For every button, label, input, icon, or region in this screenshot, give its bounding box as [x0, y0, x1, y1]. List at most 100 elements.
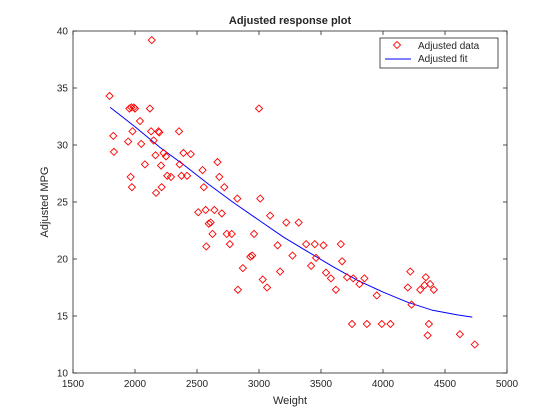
x-tick-label: 2000 [124, 379, 147, 390]
data-point [105, 91, 114, 101]
y-tick-label: 30 [57, 141, 69, 152]
data-point [155, 128, 164, 137]
data-point [321, 268, 331, 277]
data-point [147, 35, 156, 45]
data-point [161, 152, 171, 161]
data-point [163, 171, 172, 180]
data-point [128, 127, 137, 136]
data-point [130, 104, 140, 113]
data-point [175, 160, 184, 169]
data-point [429, 285, 439, 294]
data-point [156, 161, 166, 170]
data-point [282, 218, 291, 227]
data-series [105, 35, 479, 349]
data-point [337, 257, 347, 266]
y-tick-label: 25 [57, 198, 69, 209]
data-point [331, 285, 341, 294]
x-tick-label: 4000 [372, 379, 395, 390]
y-tick-label: 20 [57, 255, 69, 266]
data-point [347, 319, 357, 329]
data-point [222, 229, 231, 239]
data-point [336, 240, 346, 249]
data-point [372, 291, 381, 300]
data-point [124, 137, 133, 146]
data-point [265, 211, 275, 220]
data-point [262, 283, 272, 292]
data-point [423, 331, 432, 340]
data-point [258, 275, 267, 284]
data-point [326, 274, 336, 283]
data-point [135, 116, 145, 126]
legend: Adjusted data Adjusted fit [379, 37, 499, 69]
data-point [342, 273, 352, 282]
data-point [166, 172, 176, 182]
data-point [233, 194, 242, 203]
data-point [311, 253, 321, 263]
data-point [306, 261, 316, 271]
data-point [146, 127, 156, 136]
data-point [275, 267, 285, 276]
data-point [425, 279, 435, 289]
data-point [355, 279, 364, 289]
data-point [201, 205, 210, 215]
fit-line [109, 106, 473, 318]
data-point [310, 240, 319, 249]
chart-title: Adjusted response plot [229, 15, 352, 27]
data-point [256, 194, 265, 203]
data-point [319, 241, 328, 250]
data-point [377, 319, 386, 329]
data-point [109, 147, 119, 157]
data-point [210, 205, 219, 215]
y-axis-ticks: 10 15 20 25 30 35 40 [57, 27, 507, 380]
data-point [220, 183, 229, 192]
data-point [140, 160, 150, 169]
data-point [126, 172, 135, 182]
x-tick-label: 1500 [62, 379, 85, 390]
y-tick-label: 10 [57, 369, 69, 380]
data-point [199, 183, 208, 192]
x-axis-ticks: 1500 2000 2500 3000 3500 4000 4500 5000 [62, 31, 519, 390]
data-point [151, 151, 160, 160]
data-point [157, 183, 166, 192]
data-point [174, 127, 184, 136]
data-point [225, 240, 235, 249]
data-point [294, 218, 303, 227]
data-point [151, 188, 161, 198]
y-tick-label: 40 [57, 27, 69, 38]
data-point [159, 148, 168, 158]
data-point [301, 240, 311, 249]
x-tick-label: 3000 [248, 379, 271, 390]
data-point [420, 281, 429, 290]
legend-label-adjusted-data: Adjusted data [418, 41, 480, 52]
data-point [424, 319, 434, 329]
data-point [227, 229, 236, 239]
data-point [215, 172, 224, 182]
data-point [177, 171, 186, 180]
data-point [238, 263, 248, 273]
plot-area [73, 31, 507, 373]
legend-box [379, 37, 499, 69]
x-tick-label: 5000 [496, 379, 519, 390]
data-point [416, 285, 425, 294]
x-axis-label: Weight [273, 395, 307, 407]
data-point [208, 229, 217, 239]
data-point [213, 157, 222, 167]
data-point [127, 103, 136, 112]
data-point [127, 183, 137, 192]
y-axis-label: Adjusted MPG [39, 167, 51, 238]
data-point [249, 229, 259, 239]
data-point [273, 241, 282, 250]
data-point [233, 285, 243, 294]
data-point [406, 267, 415, 276]
data-point [186, 149, 195, 159]
fit-series [109, 106, 473, 318]
data-point [455, 330, 465, 339]
data-point [206, 218, 215, 227]
data-point [202, 242, 211, 251]
y-tick-label: 35 [57, 84, 69, 95]
data-point [421, 273, 430, 282]
data-point [149, 136, 158, 145]
data-point [288, 251, 297, 260]
